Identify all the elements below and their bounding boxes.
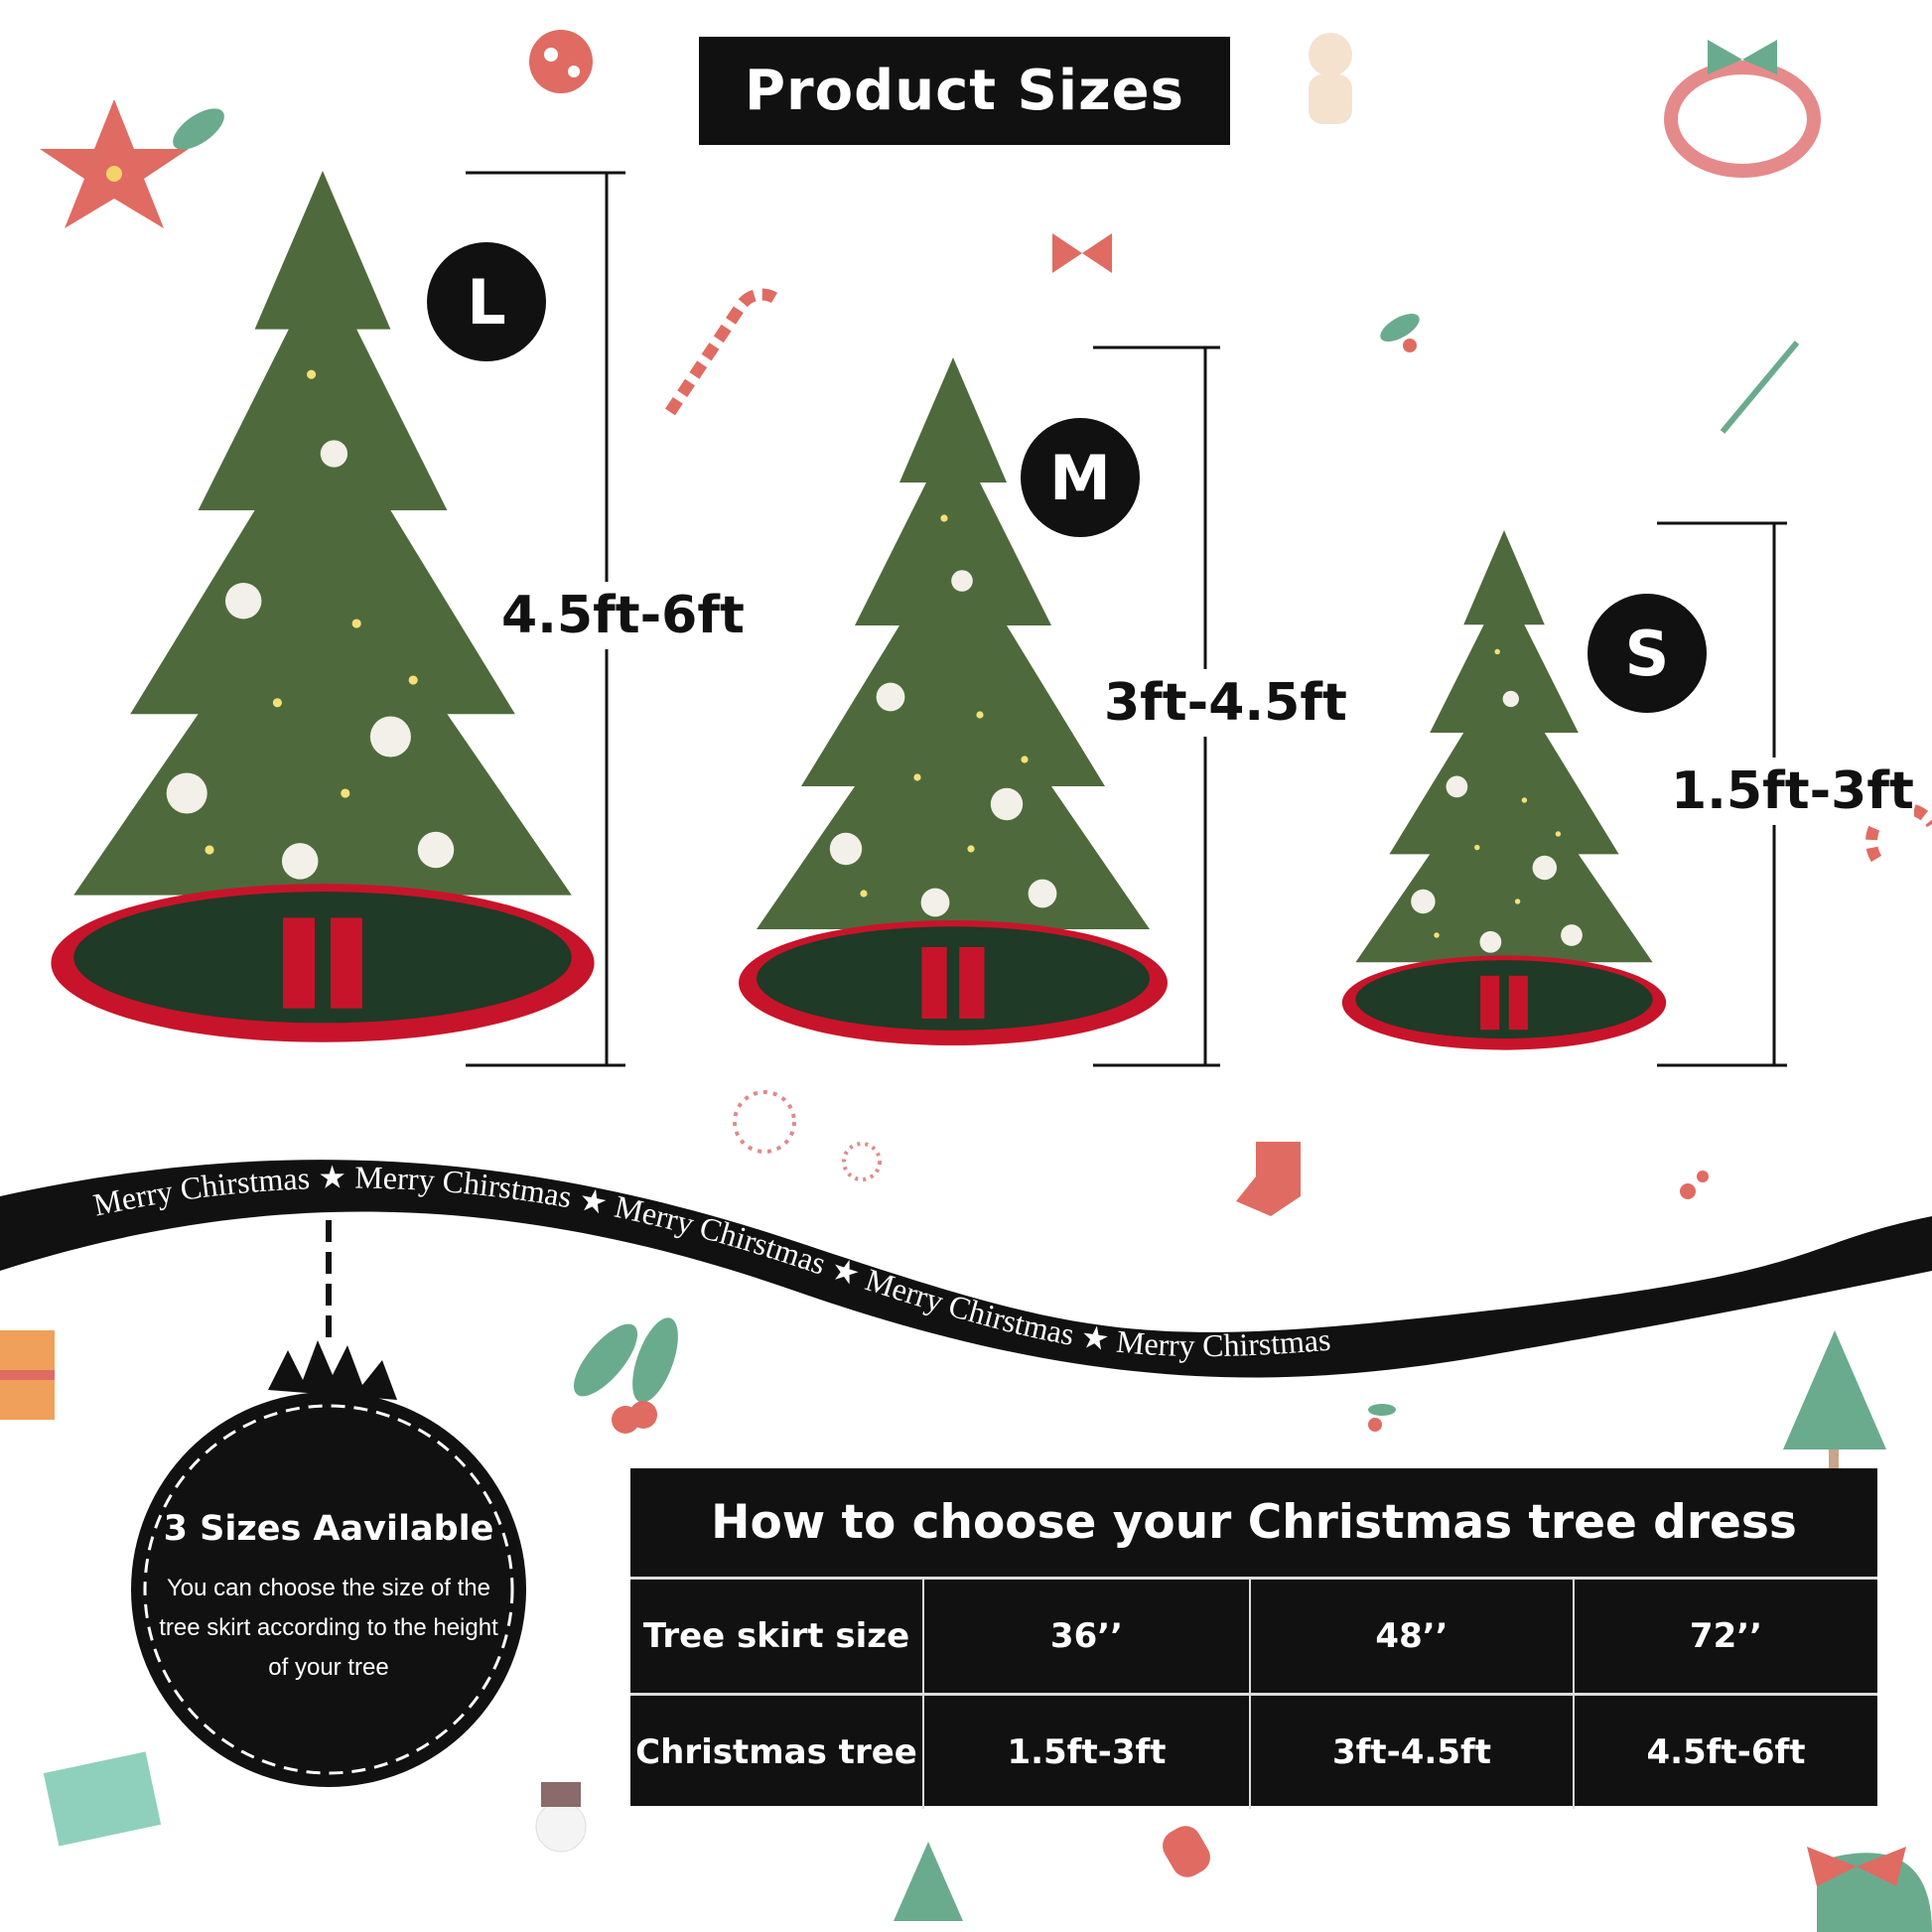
row-label: Tree skirt size bbox=[642, 1616, 910, 1656]
gift-mint-icon bbox=[43, 1751, 162, 1847]
size-guide-table: How to choose your Christmas tree dress … bbox=[630, 1468, 1877, 1809]
small-holly-icon bbox=[1368, 1404, 1396, 1432]
table-row: Christmas tree 1.5ft-3ft 3ft-4.5ft 4.5ft… bbox=[630, 1696, 1877, 1809]
table-row: Tree skirt size 36’’ 48’’ 72’’ bbox=[630, 1580, 1877, 1696]
stocking-icon bbox=[1236, 1142, 1301, 1216]
row-label: Christmas tree bbox=[635, 1732, 917, 1772]
ornament-bow-icon bbox=[1807, 1847, 1932, 1932]
table-cell: 36’’ bbox=[922, 1580, 1249, 1693]
size-badge-l: L bbox=[427, 242, 546, 361]
table-cell: 72’’ bbox=[1573, 1580, 1877, 1693]
ornament-text: 3 Sizes Aavilable You can choose the siz… bbox=[151, 1509, 506, 1688]
page-title: Product Sizes bbox=[699, 37, 1230, 145]
table-title: How to choose your Christmas tree dress bbox=[630, 1468, 1877, 1580]
gift-icon bbox=[0, 1330, 55, 1420]
snowman-icon bbox=[535, 1782, 587, 1853]
wreath-icon bbox=[1664, 40, 1821, 178]
snowflake-icon bbox=[733, 1090, 882, 1181]
holly-icon bbox=[1380, 314, 1420, 352]
size-badge-m: M bbox=[1021, 418, 1140, 537]
size-badge-s: S bbox=[1587, 594, 1707, 713]
mitten-icon bbox=[1163, 1826, 1210, 1877]
bow-icon bbox=[1052, 233, 1112, 273]
height-label-l: 4.5ft-6ft bbox=[501, 582, 745, 649]
table-cell: 48’’ bbox=[1249, 1580, 1573, 1693]
table-cell: 3ft-4.5ft bbox=[1249, 1696, 1573, 1809]
branch-icon bbox=[1720, 341, 1800, 434]
gingerbread-icon bbox=[1309, 33, 1352, 124]
holly-big-icon bbox=[573, 1317, 678, 1434]
berries-icon bbox=[1680, 1171, 1709, 1199]
small-tree-icon bbox=[894, 1842, 963, 1921]
ornament-heading: 3 Sizes Aavilable bbox=[163, 1509, 494, 1549]
table-cell: 1.5ft-3ft bbox=[922, 1696, 1249, 1809]
ornament-body: You can choose the size of the tree skir… bbox=[159, 1575, 498, 1681]
poinsettia-icon bbox=[40, 99, 224, 228]
bauble-icon bbox=[529, 30, 593, 93]
table-cell: 4.5ft-6ft bbox=[1573, 1696, 1877, 1809]
height-label-m: 3ft-4.5ft bbox=[1104, 669, 1347, 737]
height-label-s: 1.5ft-3ft bbox=[1671, 758, 1914, 825]
candy-cane-icon bbox=[665, 288, 778, 416]
